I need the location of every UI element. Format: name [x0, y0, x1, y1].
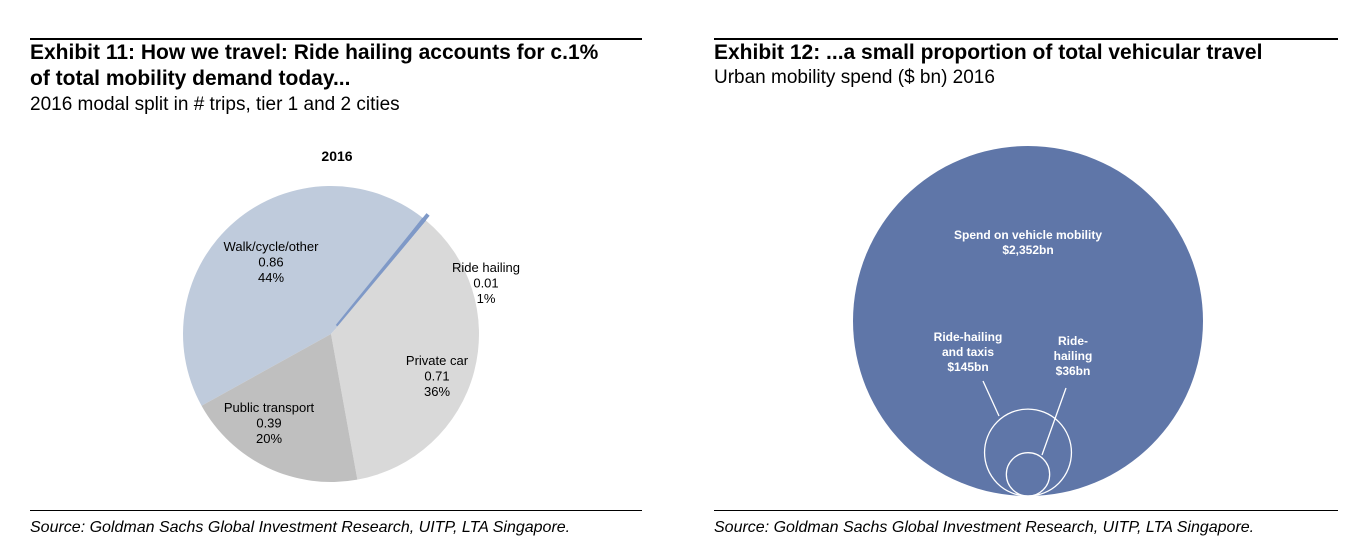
- pie-label-ride-hailing-pct: 1%: [477, 291, 496, 306]
- pie-label-ride-hailing-name: Ride hailing: [452, 260, 520, 275]
- exhibit-11-title: Exhibit 11: How we travel: Ride hailing …: [30, 40, 650, 92]
- pie-label-walk-cycle-other-name: Walk/cycle/other: [224, 239, 320, 254]
- bottom-rule: [714, 510, 1338, 511]
- circle-label-ride-hailing-taxis-line: Ride-hailing: [934, 330, 1003, 344]
- bubble-chart: Spend on vehicle mobility$2,352bn Ride-ha…: [853, 146, 1203, 497]
- exhibit-12-panel: Exhibit 12: ...a small proportion of tot…: [686, 0, 1372, 545]
- circle-label-vehicle-mobility-value: $2,352bn: [1002, 243, 1053, 257]
- pie-slice-private-car: [331, 220, 479, 480]
- pie-label-private-car-value: 0.71: [424, 369, 449, 384]
- exhibit-11-title-line1: Exhibit 11: How we travel: Ride hailing …: [30, 41, 599, 64]
- top-rule: [714, 38, 1338, 40]
- circle-label-ride-hailing-line: hailing: [1054, 349, 1093, 363]
- exhibit-11-panel: Exhibit 11: How we travel: Ride hailing …: [0, 0, 660, 545]
- pie-title: 2016: [321, 148, 352, 164]
- pie-label-public-transport-pct: 20%: [256, 431, 282, 446]
- exhibit-12-subtitle: Urban mobility spend ($ bn) 2016: [714, 67, 995, 88]
- exhibit-12-source: Source: Goldman Sachs Global Investment …: [714, 519, 1255, 536]
- circle-label-ride-hailing-line: Ride-: [1058, 334, 1088, 348]
- exhibit-11-subtitle: 2016 modal split in # trips, tier 1 and …: [30, 94, 400, 115]
- top-rule: [30, 38, 642, 40]
- pie-label-ride-hailing-value: 0.01: [473, 276, 498, 291]
- pie-slice-public-transport: [201, 334, 358, 482]
- circle-label-ride-hailing-taxis-line: $145bn: [947, 360, 988, 374]
- circle-label-vehicle-mobility-name: Spend on vehicle mobility: [954, 228, 1102, 242]
- pie-label-public-transport-name: Public transport: [224, 400, 315, 415]
- leader-line-ride-hailing-taxis: [982, 380, 1000, 417]
- exhibit-12-title: Exhibit 12: ...a small proportion of tot…: [714, 41, 1263, 64]
- pie-label-walk-cycle-other-value: 0.86: [258, 255, 283, 270]
- pie-label-private-car-name: Private car: [406, 353, 469, 368]
- exhibit-11-source: Source: Goldman Sachs Global Investment …: [30, 519, 571, 536]
- pie-label-private-car-pct: 36%: [424, 384, 450, 399]
- circle-label-ride-hailing-taxis-line: and taxis: [942, 345, 994, 359]
- pie-slice-walk-cycle-other: [183, 186, 423, 406]
- circle-label-ride-hailing-line: $36bn: [1056, 364, 1091, 378]
- circle-spend-on-vehicle-mobility: [853, 146, 1203, 496]
- exhibit-11-title-line2: of total mobility demand today...: [30, 67, 351, 90]
- leader-line-ride-hailing: [1041, 387, 1067, 456]
- circle-ride-hailing: [1005, 452, 1051, 497]
- pie-label-public-transport-value: 0.39: [256, 416, 281, 431]
- pie-label-walk-cycle-other-pct: 44%: [258, 270, 284, 285]
- ride-hailing-slice-highlight: [335, 213, 430, 328]
- bottom-rule: [30, 510, 642, 511]
